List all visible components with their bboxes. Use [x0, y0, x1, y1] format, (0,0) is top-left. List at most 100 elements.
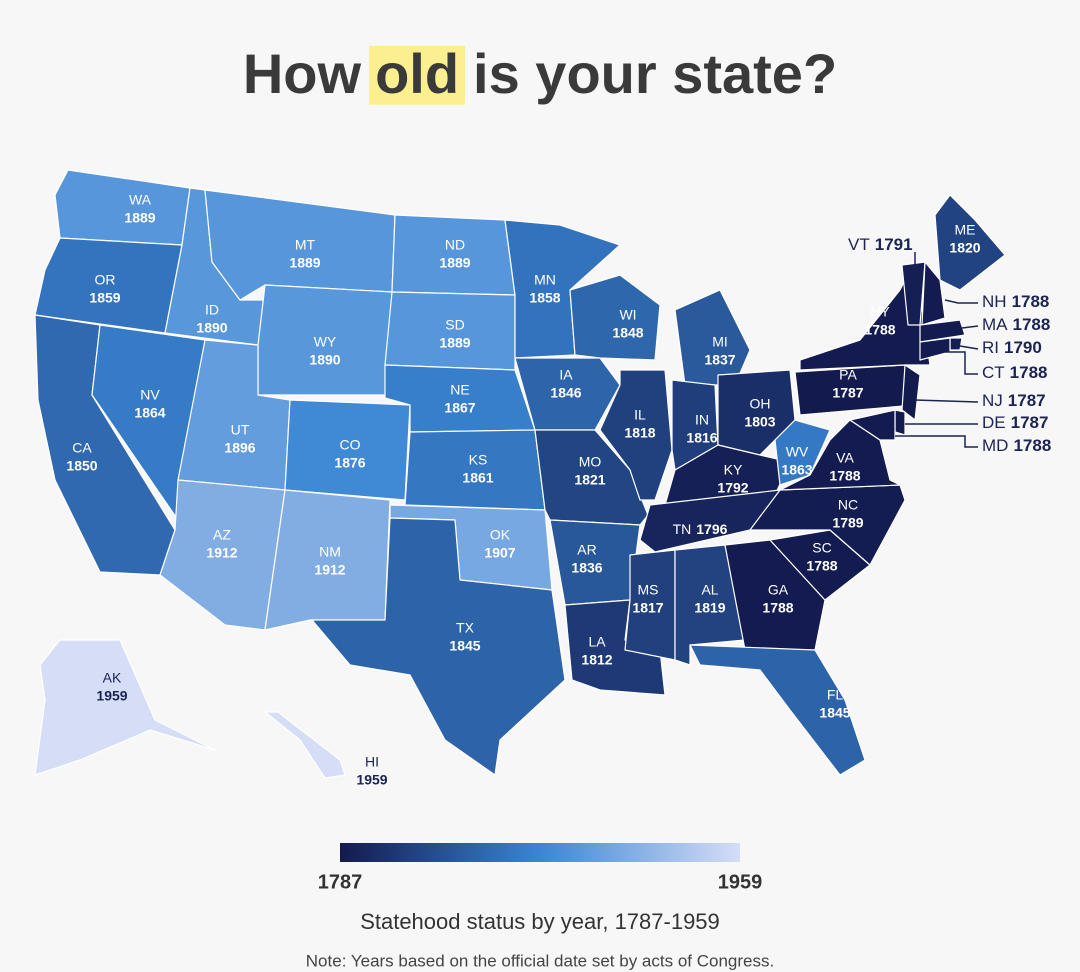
state-year: 1896: [224, 440, 255, 456]
state-year: 1817: [632, 600, 663, 616]
state-abbr: DE: [982, 413, 1006, 432]
title-highlight: [369, 45, 466, 105]
state-abbr: ID: [205, 302, 219, 318]
state: [624, 549, 676, 661]
state-year: 1788: [1012, 292, 1050, 311]
state-abbr: MO: [579, 454, 602, 470]
state-abbr: TX: [456, 620, 475, 636]
state-abbr: OK: [490, 527, 511, 543]
state-year: 1889: [439, 255, 470, 271]
state: [34, 237, 183, 334]
state-abbr: WA: [129, 192, 152, 208]
state-year: 1859: [89, 290, 120, 306]
state-abbr: AL: [701, 582, 718, 598]
state-label: RI 1790: [982, 338, 1042, 357]
state-year: 1787: [1011, 413, 1049, 432]
state-year: 1789: [832, 515, 863, 531]
state-year: 1821: [574, 472, 605, 488]
state: [934, 194, 1006, 291]
state: [949, 337, 963, 351]
state: [921, 261, 946, 326]
state: [264, 489, 391, 631]
legend-bar: [340, 843, 740, 862]
state-abbr: NY: [870, 304, 890, 320]
state-abbr: OH: [750, 396, 771, 412]
state-year: 1959: [96, 688, 127, 704]
state-abbr: ND: [445, 237, 465, 253]
state-year: 1837: [704, 352, 735, 368]
state-abbr: NM: [319, 544, 341, 560]
state-abbr: ME: [955, 222, 976, 238]
state-abbr: PA: [839, 367, 857, 383]
state-year: 1858: [529, 290, 560, 306]
state: [674, 289, 751, 386]
state-abbr: AZ: [213, 527, 231, 543]
state-label: TN 1796: [673, 521, 728, 537]
state: [919, 319, 966, 343]
state-abbr: NC: [838, 497, 858, 513]
state-labels: WA 1889 OR 1859 CA 1850 NV 1864 ID 1890 MT 1889 WY 18…: [66, 192, 1051, 788]
state-abbr: MT: [295, 237, 316, 253]
state-year: 1790: [1004, 338, 1042, 357]
state-abbr: GA: [768, 582, 789, 598]
state: [724, 539, 826, 651]
state: [774, 419, 831, 486]
state-year: 1788: [1013, 436, 1051, 455]
state-abbr: IL: [634, 407, 646, 423]
state-year: 1912: [206, 545, 237, 561]
state-year: 1864: [134, 405, 165, 421]
state-year: 1791: [875, 235, 913, 254]
state-year: 1788: [829, 468, 860, 484]
state-abbr: IN: [695, 412, 709, 428]
state: [54, 169, 191, 246]
state-year: 1787: [832, 385, 863, 401]
title-part: is your state?: [473, 42, 837, 105]
state-year: 1846: [550, 385, 581, 401]
state-abbr: MN: [534, 272, 556, 288]
state: [849, 409, 896, 441]
state-abbr: AK: [103, 670, 122, 686]
title: How old is your state?: [243, 42, 837, 105]
state-abbr: WI: [619, 307, 636, 323]
state-abbr: VT: [848, 235, 870, 254]
state-year: 1836: [571, 560, 602, 576]
state: [689, 644, 866, 776]
state-abbr: UT: [231, 422, 250, 438]
state-year: 1820: [949, 240, 980, 256]
state-abbr: IA: [559, 367, 573, 383]
title-part: How: [243, 42, 362, 105]
state: [34, 639, 216, 776]
leader-line: [914, 399, 979, 403]
state-year: 1912: [314, 562, 345, 578]
state-year: 1890: [196, 320, 227, 336]
state-year: 1788: [1013, 315, 1051, 334]
state-year: 1792: [717, 480, 748, 496]
state: [599, 369, 673, 501]
state-year: 1890: [309, 352, 340, 368]
state: [534, 429, 649, 526]
state-abbr: FL: [827, 687, 844, 703]
state-label: NJ 1787: [982, 391, 1046, 410]
state-abbr: LA: [588, 634, 606, 650]
state-label: VT 1791: [848, 235, 913, 254]
legend-max: 1959: [718, 871, 763, 893]
state-abbr: MA: [982, 315, 1008, 334]
state-abbr: NH: [982, 292, 1007, 311]
state-year: 1889: [124, 210, 155, 226]
state-abbr: CA: [72, 440, 92, 456]
leader-line: [944, 299, 978, 304]
state-label: DE 1787: [982, 413, 1048, 432]
state-year: 1812: [581, 652, 612, 668]
state-year: 1819: [694, 600, 725, 616]
leader-line: [945, 351, 978, 375]
state-year: 1907: [484, 545, 515, 561]
state-year: 1818: [624, 425, 655, 441]
state-abbr: MS: [638, 582, 659, 598]
state-year: 1848: [612, 325, 643, 341]
state-year: 1788: [1010, 363, 1048, 382]
state-year: 1796: [696, 521, 727, 537]
state-year: 1876: [334, 455, 365, 471]
state-abbr: RI: [982, 338, 999, 357]
state-year: 1788: [762, 600, 793, 616]
